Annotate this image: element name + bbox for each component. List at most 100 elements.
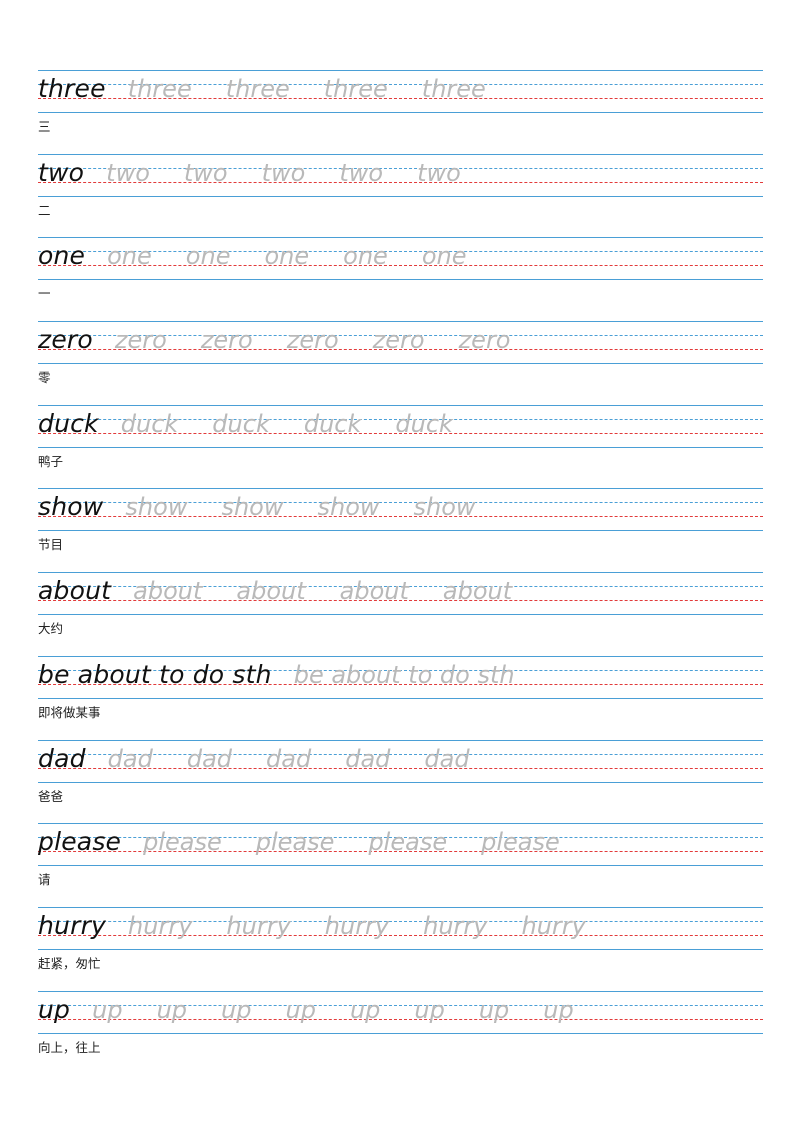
trace-word: dad — [186, 744, 233, 773]
trace-word: show — [317, 493, 380, 522]
baseline-guide — [38, 934, 763, 936]
trace-word: about — [133, 577, 203, 606]
trace-word: up — [156, 995, 188, 1024]
guide-line — [38, 363, 763, 365]
trace-word: up — [349, 995, 381, 1024]
word-row: two two two two two two — [38, 158, 495, 188]
guide-line — [38, 614, 763, 616]
guide-line — [38, 572, 763, 574]
word-row: be about to do sth be about to do sth — [38, 660, 549, 690]
word-row: zero zero zero zero zero zero — [38, 325, 545, 355]
vocab-word: please — [38, 827, 122, 857]
trace-word: up — [543, 995, 574, 1024]
trace-word: about — [442, 577, 513, 606]
trace-word: zero — [114, 326, 167, 355]
trace-words: be about to do sth — [294, 660, 549, 690]
guide-line — [38, 488, 763, 490]
chinese-meaning: 一 — [38, 286, 51, 302]
vocab-entry: two two two two two two 二 — [38, 153, 763, 238]
vocab-entry: zero zero zero zero zero zero 零 — [38, 321, 763, 405]
word-row: duck duck duck duck duck — [38, 409, 487, 439]
trace-word: about — [339, 577, 409, 606]
vocab-word: hurry — [38, 910, 107, 940]
trace-words: three three three three — [128, 74, 520, 104]
trace-word: show — [413, 493, 476, 522]
writing-lines: zero zero zero zero zero zero — [38, 321, 763, 365]
guide-line — [38, 920, 763, 922]
trace-word: duck — [303, 409, 362, 438]
guide-line — [38, 237, 763, 239]
guide-line — [38, 84, 763, 85]
chinese-meaning: 节目 — [38, 537, 64, 553]
vocab-word: up — [38, 994, 71, 1024]
writing-lines: please please please please please — [38, 823, 763, 867]
guide-line — [38, 586, 763, 588]
guide-line — [38, 865, 763, 867]
word-row: about about about about about — [38, 576, 546, 606]
chinese-meaning: 赶紧，匆忙 — [38, 955, 101, 971]
chinese-meaning: 即将做某事 — [38, 704, 101, 720]
trace-word: zero — [200, 326, 253, 355]
baseline-guide — [38, 851, 763, 853]
vocab-word: duck — [38, 408, 99, 438]
trace-word: two — [183, 158, 228, 187]
vocab-word: be about to do sth — [38, 659, 272, 689]
guide-line — [38, 251, 763, 253]
word-row: one one one one one one — [38, 241, 500, 271]
chinese-meaning: 爸爸 — [38, 788, 64, 804]
chinese-meaning: 鸭子 — [38, 453, 64, 469]
trace-word: dad — [345, 744, 391, 773]
trace-word: please — [368, 828, 448, 857]
guide-line — [38, 502, 763, 504]
baseline-guide — [38, 98, 763, 99]
vocab-entry: three three three three three 三 — [38, 70, 763, 154]
word-row: show show show show show — [38, 492, 510, 522]
chinese-meaning: 二 — [38, 202, 51, 218]
guide-line — [38, 446, 763, 448]
baseline-guide — [38, 767, 763, 769]
vocab-entry: be about to do sth be about to do sth 即将做某… — [38, 655, 763, 740]
chinese-meaning: 零 — [38, 370, 51, 386]
writing-lines: three three three three three — [38, 70, 763, 114]
guide-line — [38, 1032, 763, 1034]
chinese-meaning: 三 — [38, 119, 51, 134]
vocab-word: dad — [38, 743, 86, 773]
trace-word: duck — [120, 409, 179, 438]
trace-words: about about about about — [133, 576, 546, 606]
guide-line — [38, 753, 763, 755]
writing-lines: be about to do sth be about to do sth — [38, 655, 763, 700]
chinese-meaning: 大约 — [38, 621, 64, 637]
guide-line — [38, 823, 763, 825]
chinese-meaning: 向上，往上 — [38, 1039, 101, 1055]
trace-word: one — [185, 242, 231, 271]
trace-word: hurry — [324, 911, 390, 940]
trace-words: two two two two two — [106, 158, 495, 188]
writing-lines: hurry hurry hurry hurry hurry hurry — [38, 906, 763, 951]
trace-words: duck duck duck duck — [121, 409, 487, 439]
guide-line — [38, 418, 763, 420]
vocab-entry: please please please please please 请 — [38, 823, 763, 907]
trace-word: one — [343, 242, 388, 271]
vocab-entry: hurry hurry hurry hurry hurry hurry 赶紧，匆忙 — [38, 906, 763, 991]
trace-word: please — [143, 828, 222, 857]
vocab-entry: show show show show show 节目 — [38, 488, 763, 572]
guide-line — [38, 837, 763, 839]
guide-line — [38, 153, 763, 155]
vocab-word: about — [38, 576, 112, 606]
word-row: up up up up up up up up up — [38, 995, 608, 1025]
trace-word: three — [421, 75, 486, 103]
trace-words: dad dad dad dad dad — [108, 744, 504, 774]
vocab-word: three — [38, 74, 106, 103]
guide-line — [38, 335, 763, 337]
trace-word: up — [221, 995, 252, 1024]
trace-words: up up up up up up up up — [92, 995, 608, 1025]
guide-line — [38, 990, 763, 992]
baseline-guide — [38, 600, 763, 602]
trace-word: zero — [372, 326, 425, 355]
trace-word: please — [255, 828, 335, 857]
chinese-meaning: 请 — [38, 872, 51, 888]
trace-word: one — [264, 242, 310, 271]
trace-words: zero zero zero zero zero — [115, 325, 545, 355]
trace-word: dad — [107, 744, 153, 773]
trace-word: up — [414, 995, 445, 1024]
